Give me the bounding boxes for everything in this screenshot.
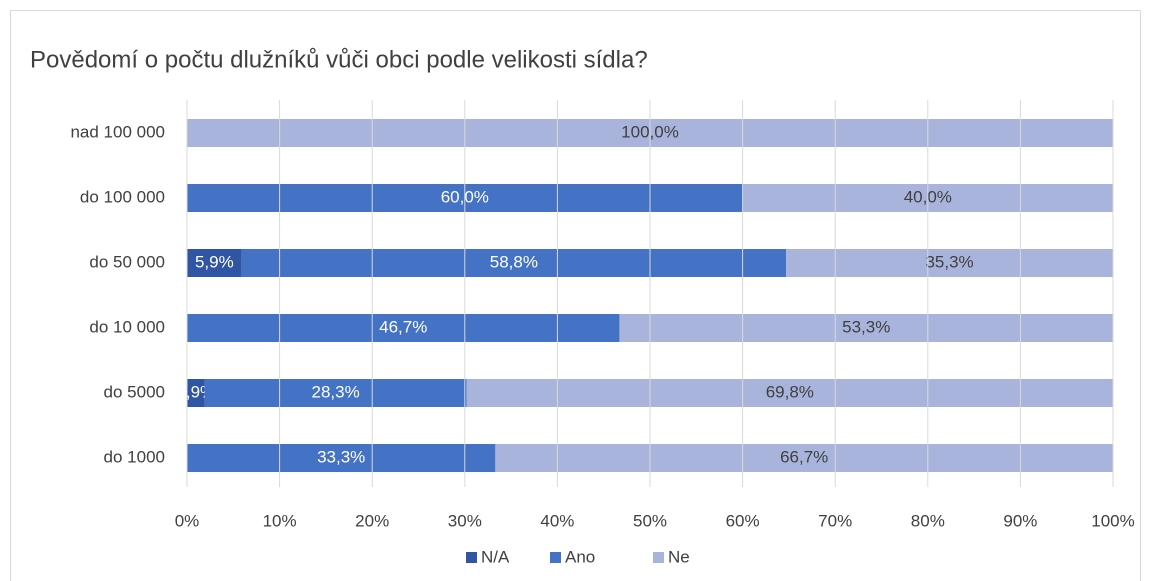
x-tick-label: 100% [1091, 511, 1134, 530]
bar-segment [204, 379, 467, 407]
y-tick-label: do 10 000 [89, 317, 165, 336]
data-label: 66,7% [780, 447, 828, 466]
x-tick-label: 70% [818, 511, 852, 530]
legend-swatch [653, 552, 664, 563]
data-label: 53,3% [842, 317, 890, 336]
data-label: 5,9% [195, 252, 234, 271]
x-tick-label: 50% [633, 511, 667, 530]
legend-label: N/A [481, 547, 510, 566]
bar-segment [187, 379, 205, 407]
data-label: 69,8% [766, 382, 814, 401]
chart-frame [10, 10, 1141, 581]
bar-segment [786, 249, 1113, 277]
bar-segment [619, 314, 1113, 342]
bar-segment [466, 379, 1113, 407]
x-tick-label: 30% [448, 511, 482, 530]
legend-swatch [550, 552, 561, 563]
legend-swatch [466, 552, 477, 563]
bar-segment [187, 249, 242, 277]
x-tick-label: 0% [175, 511, 200, 530]
data-label: 35,3% [925, 252, 973, 271]
x-tick-label: 60% [726, 511, 760, 530]
x-tick-label: 10% [263, 511, 297, 530]
bar-segment [187, 314, 620, 342]
bar-segment [495, 444, 1113, 472]
data-label: 58,8% [490, 252, 538, 271]
bar-segment [241, 249, 787, 277]
y-tick-label: do 1000 [104, 447, 165, 466]
x-tick-label: 40% [540, 511, 574, 530]
data-label: 28,3% [312, 382, 360, 401]
chart-title: Povědomí o počtu dlužníků vůči obci podl… [30, 46, 648, 73]
data-label: 33,3% [317, 447, 365, 466]
legend-label: Ano [565, 547, 595, 566]
data-label: 46,7% [379, 317, 427, 336]
x-tick-label: 90% [1003, 511, 1037, 530]
y-tick-label: do 5000 [104, 382, 165, 401]
legend-label: Ne [668, 547, 690, 566]
y-tick-label: do 100 000 [80, 187, 165, 206]
x-tick-label: 80% [911, 511, 945, 530]
y-tick-label: do 50 000 [89, 252, 165, 271]
bar-segment [187, 444, 496, 472]
x-tick-label: 20% [355, 511, 389, 530]
y-tick-label: nad 100 000 [70, 122, 165, 141]
